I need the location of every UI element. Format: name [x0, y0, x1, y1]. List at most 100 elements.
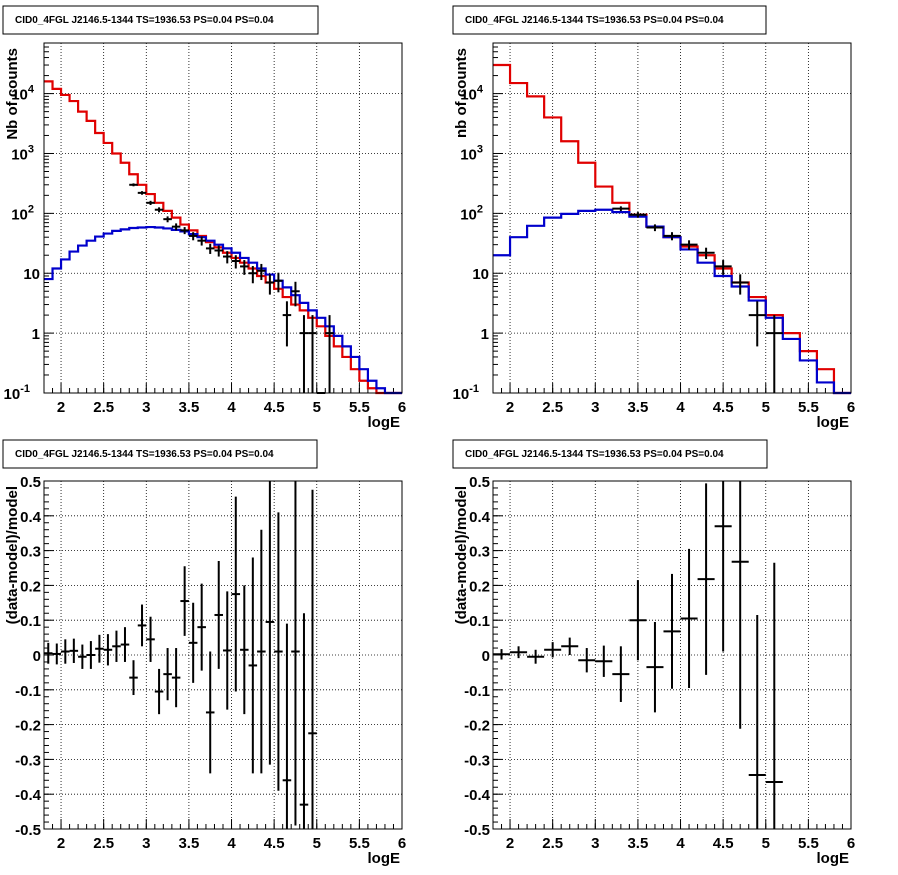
chart-title: CID0_4FGL J2146.5-1344 TS=1936.53 PS=0.0… — [15, 15, 274, 26]
x-tick-label: 4.5 — [264, 835, 285, 852]
data-point — [663, 573, 681, 689]
y-tick-label: -0.4 — [15, 787, 42, 804]
data-point — [240, 260, 249, 275]
data-point — [61, 639, 70, 664]
data-point — [180, 227, 189, 235]
data-point — [86, 641, 96, 669]
x-tick-label: 4 — [676, 835, 685, 852]
data-point — [205, 651, 215, 774]
x-tick-label: 5 — [762, 399, 770, 416]
x-tick-label: 4.5 — [264, 399, 285, 416]
chart-panel-4: CID0_4FGL J2146.5-1344 TS=1936.53 PS=0.0… — [452, 439, 855, 867]
y-tick-label: 0.1 — [20, 613, 41, 630]
y-tick-label: -0.2 — [464, 718, 490, 735]
data-point — [146, 616, 155, 662]
x-tick-label: 4.5 — [713, 835, 734, 852]
data-point — [103, 634, 113, 666]
x-tick-label: 5.5 — [798, 835, 819, 852]
data-point — [291, 481, 300, 826]
data-point — [248, 557, 258, 774]
chart-panel-3: CID0_4FGL J2146.5-1344 TS=1936.53 PS=0.0… — [2, 439, 406, 867]
x-tick-label: 5 — [313, 835, 321, 852]
y-axis-label: (data-model)/model — [453, 486, 470, 624]
x-tick-label: 2.5 — [93, 399, 114, 416]
x-axis-label: logE — [817, 414, 850, 431]
plot-frame — [492, 480, 852, 830]
data-point — [731, 481, 749, 729]
data-point — [240, 585, 249, 715]
y-tick-label: 10 — [472, 266, 489, 283]
x-axis-label: logE — [817, 850, 850, 867]
y-tick-label: 103 — [460, 143, 483, 163]
data-point — [197, 236, 206, 246]
data-point — [765, 562, 783, 829]
data-point — [578, 648, 596, 673]
data-point — [325, 315, 334, 393]
data-point — [223, 251, 232, 264]
y-tick-label: 104 — [460, 84, 484, 104]
y-tick-label: 0.3 — [20, 544, 41, 561]
chart-title: CID0_4FGL J2146.5-1344 TS=1936.53 PS=0.0… — [15, 449, 274, 460]
x-axis-label: logE — [368, 850, 401, 867]
data-point — [137, 604, 147, 647]
x-tick-label: 2 — [57, 399, 65, 416]
x-tick-label: 5.5 — [349, 835, 370, 852]
chart-title: CID0_4FGL J2146.5-1344 TS=1936.53 PS=0.0… — [465, 449, 724, 460]
y-tick-label: 0 — [482, 648, 490, 665]
data-point — [527, 649, 545, 664]
x-tick-label: 4 — [676, 399, 685, 416]
x-tick-label: 5.5 — [798, 399, 819, 416]
y-tick-exponent: -1 — [469, 383, 479, 395]
data-point — [188, 232, 198, 241]
y-tick-label: 0.5 — [20, 474, 41, 491]
data-point — [697, 483, 715, 675]
data-points — [612, 206, 783, 393]
data-point — [629, 212, 647, 218]
data-point — [274, 272, 283, 293]
y-tick-label: -0.4 — [464, 787, 491, 804]
y-tick-label: -0.1 — [15, 683, 41, 700]
y-tick-label: -0.3 — [464, 752, 490, 769]
data-point — [646, 621, 664, 713]
data-point — [69, 638, 79, 664]
data-point — [629, 580, 647, 661]
y-tick-label: -0.3 — [15, 752, 41, 769]
y-tick-label: 10 — [23, 266, 40, 283]
data-point — [612, 646, 630, 702]
data-point — [231, 255, 241, 269]
x-tick-label: 3.5 — [178, 399, 199, 416]
x-tick-label: 3.5 — [627, 835, 648, 852]
title-box — [2, 439, 318, 469]
x-tick-label: 2.5 — [542, 835, 563, 852]
y-tick-exponent: -1 — [20, 383, 30, 395]
data-point — [146, 200, 155, 205]
data-point — [493, 649, 511, 660]
data-point — [714, 481, 732, 652]
y-tick-label: -0.1 — [464, 683, 490, 700]
y-tick-label: 0.2 — [20, 578, 41, 595]
y-tick-label: 103 — [11, 143, 34, 163]
x-tick-label: 3 — [142, 399, 150, 416]
data-point — [265, 481, 275, 765]
y-axis-label: nb of counts — [453, 48, 470, 138]
x-tick-label: 6 — [847, 835, 855, 852]
x-tick-label: 5 — [762, 835, 770, 852]
x-tick-label: 4 — [227, 835, 236, 852]
data-point — [612, 206, 630, 212]
y-tick-label: -0.2 — [15, 718, 41, 735]
x-tick-label: 2 — [506, 399, 514, 416]
y-tick-label: -0.5 — [464, 822, 490, 839]
x-tick-label: 3.5 — [627, 399, 648, 416]
data-point — [137, 191, 147, 195]
plot-frame — [43, 480, 403, 830]
x-tick-label: 3 — [591, 835, 599, 852]
chart-panel-2: CID0_4FGL J2146.5-1344 TS=1936.53 PS=0.0… — [452, 5, 855, 431]
data-point — [129, 660, 138, 696]
y-tick-base: 10 — [453, 386, 470, 403]
data-point — [52, 643, 62, 665]
y-tick-exponent: 2 — [28, 203, 34, 215]
